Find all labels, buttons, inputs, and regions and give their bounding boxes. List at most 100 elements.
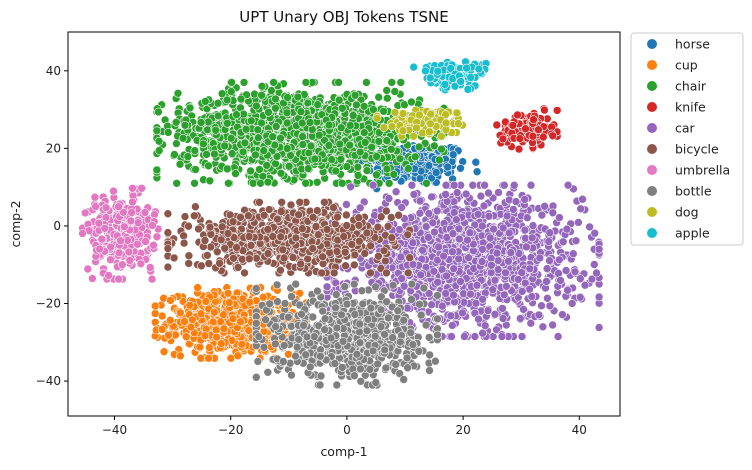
data-point <box>239 78 249 87</box>
data-point <box>337 104 347 113</box>
data-point <box>244 326 254 335</box>
data-point <box>183 152 193 161</box>
data-point <box>515 314 525 323</box>
data-point <box>248 179 258 188</box>
data-point <box>594 245 604 254</box>
data-point <box>576 204 586 214</box>
data-point <box>359 128 369 137</box>
data-point <box>258 292 268 302</box>
data-point <box>407 97 416 107</box>
data-point <box>278 245 288 255</box>
data-point <box>506 248 516 257</box>
data-point <box>298 224 307 233</box>
data-point <box>276 265 285 275</box>
data-point <box>149 240 158 250</box>
data-point <box>407 180 417 190</box>
data-point <box>222 164 232 174</box>
data-point <box>114 274 123 284</box>
data-point <box>94 218 104 228</box>
data-point <box>296 259 306 269</box>
data-point <box>154 107 163 117</box>
data-point <box>594 323 604 332</box>
data-point <box>246 241 256 250</box>
data-point <box>501 268 510 278</box>
data-point <box>178 133 188 143</box>
data-point <box>477 257 487 266</box>
data-point <box>396 252 406 262</box>
data-point <box>267 86 276 95</box>
data-point <box>227 87 236 96</box>
data-point <box>396 78 406 87</box>
data-point <box>449 208 459 217</box>
data-point <box>246 166 255 176</box>
data-point <box>205 176 215 186</box>
data-point <box>543 293 552 303</box>
data-point <box>231 169 240 178</box>
data-point <box>558 310 567 319</box>
data-point <box>237 254 247 264</box>
data-point <box>514 144 524 154</box>
data-point <box>498 304 507 313</box>
data-point <box>350 250 360 260</box>
data-point <box>288 253 298 262</box>
data-point <box>213 98 223 108</box>
data-point <box>276 207 286 216</box>
data-point <box>303 164 313 173</box>
data-point <box>163 262 173 272</box>
data-point <box>150 309 160 318</box>
data-point <box>490 275 500 285</box>
data-point <box>484 212 494 221</box>
data-point <box>372 170 381 180</box>
data-point <box>220 244 229 253</box>
data-point <box>571 236 581 246</box>
data-point <box>193 283 202 292</box>
data-point <box>120 222 129 232</box>
data-point <box>589 260 599 269</box>
data-point <box>279 253 289 263</box>
data-point <box>443 162 453 172</box>
data-point <box>106 255 115 265</box>
data-point <box>170 150 179 159</box>
data-point <box>157 325 167 334</box>
data-point <box>513 110 522 120</box>
data-point <box>437 301 447 311</box>
data-point <box>203 125 212 135</box>
data-point <box>381 256 390 266</box>
data-point <box>80 208 90 218</box>
data-point <box>389 170 399 179</box>
data-point <box>545 228 555 237</box>
data-point <box>240 268 249 278</box>
data-point <box>345 140 355 150</box>
data-point <box>521 124 530 133</box>
data-point <box>171 330 180 340</box>
data-point <box>333 212 342 222</box>
data-point <box>176 351 185 361</box>
data-point <box>454 234 464 244</box>
data-point <box>253 125 263 134</box>
data-point <box>104 271 113 280</box>
data-point <box>387 78 397 87</box>
data-point <box>225 298 234 307</box>
data-point <box>448 229 458 238</box>
data-point <box>197 261 206 271</box>
data-point <box>172 179 181 188</box>
data-point <box>244 211 253 220</box>
data-point <box>206 230 216 239</box>
data-point <box>228 217 238 226</box>
data-point <box>247 116 256 126</box>
data-point <box>463 235 472 245</box>
data-point <box>509 180 519 190</box>
data-point <box>210 149 219 159</box>
data-point <box>318 252 327 262</box>
data-point <box>133 218 143 227</box>
data-point <box>517 287 527 296</box>
data-point <box>528 221 538 230</box>
data-point <box>331 166 341 176</box>
data-point <box>240 138 250 148</box>
data-point <box>301 179 311 188</box>
data-point <box>308 244 318 253</box>
series-knife <box>492 104 562 154</box>
data-point <box>397 203 407 212</box>
data-point <box>196 118 206 127</box>
data-point <box>350 91 360 100</box>
